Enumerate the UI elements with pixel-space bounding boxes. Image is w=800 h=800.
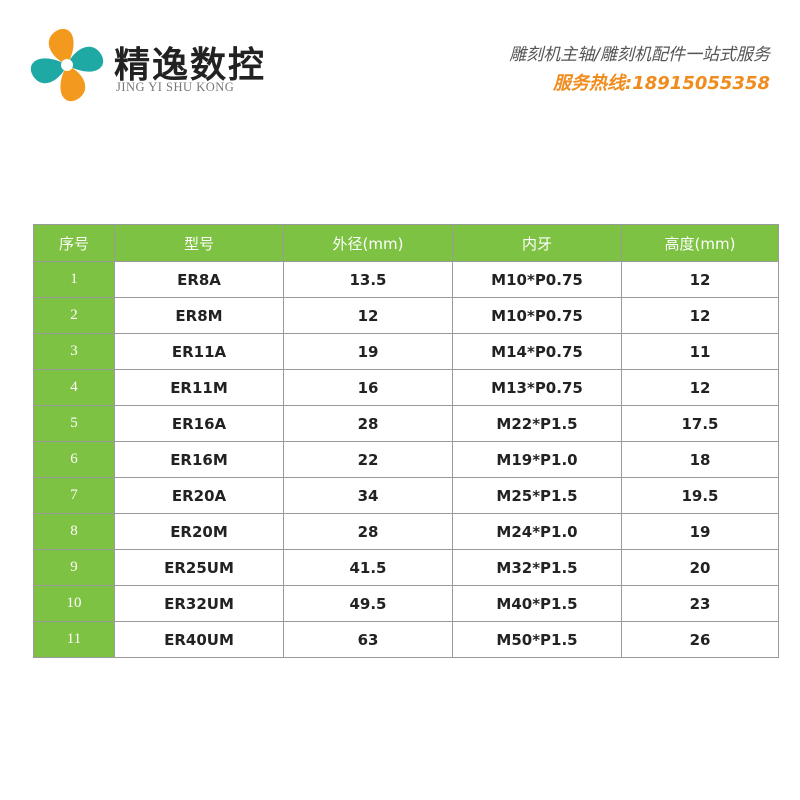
cell: 19.5: [621, 477, 779, 514]
cell: M32*P1.5: [452, 549, 622, 586]
spec-table: 序号 型号 外径(mm) 内牙 高度(mm) 1 ER8A 13.5 M10*P0.75 12 2…: [33, 224, 779, 658]
table-row: 1 ER8A 13.5 M10*P0.75 12: [33, 261, 779, 298]
cell: M40*P1.5: [452, 585, 622, 622]
cell: 13.5: [283, 261, 453, 298]
cell: M14*P0.75: [452, 333, 622, 370]
table-row: 3 ER11A 19 M14*P0.75 11: [33, 333, 779, 370]
cell: ER8M: [114, 297, 284, 334]
cell: 12: [283, 297, 453, 334]
cell: ER25UM: [114, 549, 284, 586]
row-index: 8: [33, 513, 115, 550]
cell: 16: [283, 369, 453, 406]
table-row: 5 ER16A 28 M22*P1.5 17.5: [33, 405, 779, 442]
table-row: 9 ER25UM 41.5 M32*P1.5 20: [33, 549, 779, 586]
row-index: 1: [33, 261, 115, 298]
cell: ER11A: [114, 333, 284, 370]
column-header: 序号: [33, 224, 115, 262]
row-index: 2: [33, 297, 115, 334]
cell: 34: [283, 477, 453, 514]
cell: ER20M: [114, 513, 284, 550]
header-row: 序号 型号 外径(mm) 内牙 高度(mm): [33, 224, 779, 262]
row-index: 11: [33, 621, 115, 658]
cell: ER16A: [114, 405, 284, 442]
cell: 12: [621, 297, 779, 334]
cell: ER8A: [114, 261, 284, 298]
hotline: 服务热线:18915055358: [553, 73, 770, 94]
cell: 18: [621, 441, 779, 478]
cell: 28: [283, 405, 453, 442]
cell: ER16M: [114, 441, 284, 478]
table-row: 11 ER40UM 63 M50*P1.5 26: [33, 621, 779, 658]
cell: 49.5: [283, 585, 453, 622]
row-index: 10: [33, 585, 115, 622]
cell: M22*P1.5: [452, 405, 622, 442]
cell: ER20A: [114, 477, 284, 514]
cell: M10*P0.75: [452, 297, 622, 334]
tagline: 雕刻机主轴/雕刻机配件一站式服务: [509, 45, 770, 65]
cell: 19: [283, 333, 453, 370]
cell: M24*P1.0: [452, 513, 622, 550]
row-index: 6: [33, 441, 115, 478]
brand-en: JING YI SHU KONG: [116, 80, 235, 94]
row-index: 5: [33, 405, 115, 442]
table-row: 10 ER32UM 49.5 M40*P1.5 23: [33, 585, 779, 622]
cell: 17.5: [621, 405, 779, 442]
cell: M13*P0.75: [452, 369, 622, 406]
cell: M19*P1.0: [452, 441, 622, 478]
table-row: 7 ER20A 34 M25*P1.5 19.5: [33, 477, 779, 514]
cell: ER32UM: [114, 585, 284, 622]
cell: 20: [621, 549, 779, 586]
cell: 11: [621, 333, 779, 370]
cell: 22: [283, 441, 453, 478]
column-header: 内牙: [452, 224, 622, 262]
row-index: 3: [33, 333, 115, 370]
table-row: 8 ER20M 28 M24*P1.0 19: [33, 513, 779, 550]
table-row: 4 ER11M 16 M13*P0.75 12: [33, 369, 779, 406]
cell: M10*P0.75: [452, 261, 622, 298]
cell: 12: [621, 369, 779, 406]
row-index: 9: [33, 549, 115, 586]
cell: 19: [621, 513, 779, 550]
column-header: 高度(mm): [621, 224, 779, 262]
cell: ER40UM: [114, 621, 284, 658]
row-index: 4: [33, 369, 115, 406]
cell: 63: [283, 621, 453, 658]
cell: 41.5: [283, 549, 453, 586]
row-index: 7: [33, 477, 115, 514]
cell: M25*P1.5: [452, 477, 622, 514]
column-header: 外径(mm): [283, 224, 453, 262]
cell: ER11M: [114, 369, 284, 406]
cell: 26: [621, 621, 779, 658]
cell: 28: [283, 513, 453, 550]
cell: 23: [621, 585, 779, 622]
brand: 精逸数控: [114, 45, 267, 86]
cell: 12: [621, 261, 779, 298]
table-row: 2 ER8M 12 M10*P0.75 12: [33, 297, 779, 334]
column-header: 型号: [114, 224, 284, 262]
table-row: 6 ER16M 22 M19*P1.0 18: [33, 441, 779, 478]
cell: M50*P1.5: [452, 621, 622, 658]
logo: [30, 28, 104, 102]
